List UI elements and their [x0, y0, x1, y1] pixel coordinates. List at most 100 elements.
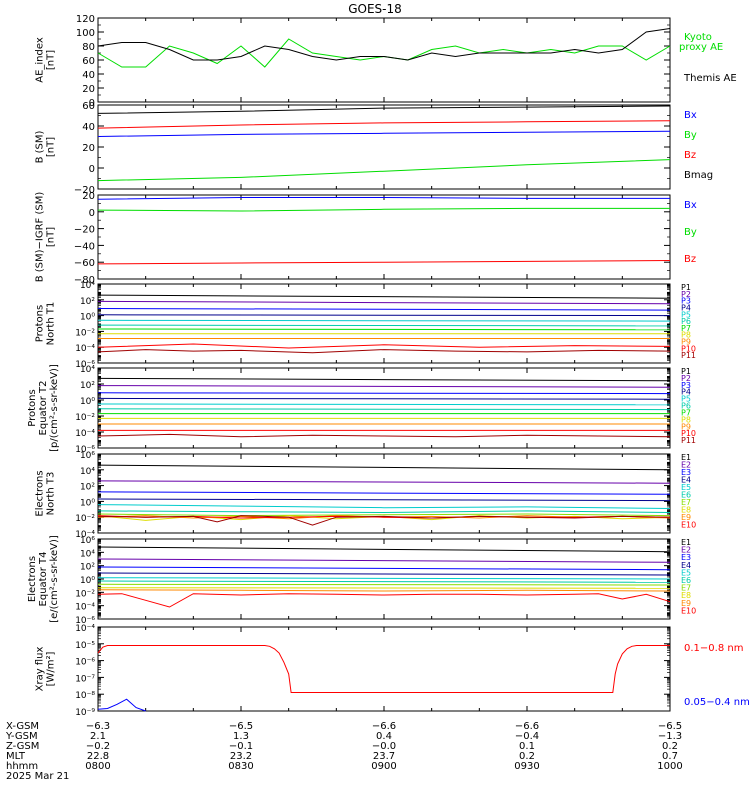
bsm-series-bmag: [97, 105, 671, 114]
xray-legend-item: 0.1−0.8 nm: [684, 643, 743, 654]
elecn-legend-item: E1: [681, 453, 691, 462]
elecn-ytick-label: 10⁻⁴: [75, 530, 95, 540]
prote-ylabel: [p/(cm²-s-sr-keV)]: [49, 364, 60, 452]
prote-ytick-label: 10⁻²: [75, 413, 95, 423]
bigrf-ytick-label: −60: [74, 258, 95, 269]
bigrf-ylabel: B (SM)−IGRF (SM): [35, 192, 46, 283]
prote-legend-item: P4: [681, 388, 691, 397]
x-axis-value: −6.6: [372, 721, 396, 732]
elecn-ytick-label: 10⁴: [80, 467, 95, 477]
xray-frame: [97, 626, 671, 712]
xray-ytick-label: 10⁻⁶: [75, 658, 95, 668]
elece-ytick-label: 10⁻⁴: [75, 603, 95, 613]
bigrf-ytick-label: −80: [74, 275, 95, 286]
protn-ytick-label: 10⁻²: [75, 328, 95, 338]
protn-ytick-label: 10⁻⁶: [75, 360, 95, 370]
protn-ytick-label: 10⁴: [80, 281, 95, 291]
protn-series-p1: [97, 294, 671, 299]
elece-legend-item: E6: [681, 576, 691, 585]
bsm-ytick-label: −20: [74, 185, 95, 196]
legend-kyoto: Kyoto: [684, 32, 712, 43]
xray-series-0-05-0-4-nm: [97, 698, 146, 712]
bsm-legend-item: By: [684, 130, 697, 141]
x-axis-value: 0800: [85, 761, 110, 772]
bsm-series-by: [97, 159, 671, 182]
prote-legend-item: P2: [681, 374, 691, 383]
bigrf-ytick-label: 20: [82, 191, 95, 202]
protn-legend-item: P9: [681, 338, 691, 347]
prote-ytick-label: 10⁻⁴: [75, 429, 95, 439]
prote-legend-item: P10: [681, 429, 696, 438]
bigrf-ytick-label: −40: [74, 241, 95, 252]
prote-legend-item: P6: [681, 402, 691, 411]
protn-series-p7: [97, 328, 671, 331]
elece-series-e1: [97, 546, 671, 553]
bsm-ytick-label: 0: [89, 164, 95, 175]
bsm-series-bz: [97, 120, 671, 129]
x-axis-value: −6.5: [658, 721, 682, 732]
ae-ylabel: [nT]: [46, 50, 57, 70]
protn-legend-item: P8: [681, 331, 691, 340]
prote-legend-item: P11: [681, 436, 696, 445]
prote-legend-item: P9: [681, 422, 691, 431]
elece-legend-item: E9: [681, 599, 691, 608]
x-axis-value: −0.4: [515, 731, 539, 742]
prote-ytick-label: 10⁰: [80, 397, 95, 407]
elecn-legend-item: E10: [681, 521, 696, 530]
prote-ytick-label: 10²: [80, 381, 95, 391]
elecn-series-e6: [97, 510, 671, 514]
prote-series-p1: [97, 377, 671, 382]
x-axis-value: 1.3: [233, 731, 249, 742]
bigrf-ytick-label: 0: [89, 208, 95, 219]
protn-series-p2: [97, 300, 671, 305]
ae-ylabel: AE_index: [35, 37, 46, 83]
elecn-series-e7: [97, 513, 671, 517]
bigrf-ytick-label: −20: [74, 225, 95, 236]
elecn-ytick-label: 10⁶: [80, 451, 95, 461]
elece-legend-item: E8: [681, 591, 691, 600]
elece-legend-item: E7: [681, 584, 691, 593]
x-axis-value: 1000: [657, 761, 682, 772]
bigrf-legend-item: By: [684, 227, 697, 238]
protn-legend-item: P5: [681, 310, 691, 319]
bsm-legend-item: Bmag: [684, 170, 713, 181]
x-axis-row-label: X-GSM: [6, 721, 39, 732]
protn-legend-item: P6: [681, 317, 691, 326]
protn-ylabel: North T1: [46, 302, 57, 346]
bsm-ylabel: B (SM): [35, 130, 46, 163]
prote-legend-item: P3: [681, 381, 691, 390]
elece-ylabel: [e/(cm²-s-sr-keV)]: [49, 535, 60, 623]
x-axis-row-label: 2025 Mar 21: [6, 771, 69, 782]
elece-legend-item: E1: [681, 538, 691, 547]
protn-legend-item: P3: [681, 297, 691, 306]
ae-series-themis-ae: [97, 28, 671, 61]
prote-legend-item: P8: [681, 415, 691, 424]
elece-series-e8: [97, 587, 671, 589]
x-axis-value: −0.2: [86, 741, 110, 752]
prote-series-p4: [97, 397, 671, 400]
x-axis-value: 0.1: [519, 741, 535, 752]
xray-ytick-label: 10⁻⁸: [75, 691, 95, 701]
bigrf-ylabel: [nT]: [46, 227, 57, 247]
bsm-ylabel: [nT]: [46, 137, 57, 157]
ae-ytick-label: 0: [89, 98, 95, 109]
protn-series-p5: [97, 319, 671, 322]
prote-legend-item: P5: [681, 395, 691, 404]
bigrf-series-bx: [97, 197, 670, 200]
prote-ylabel: Protons: [27, 389, 38, 426]
elecn-legend-item: E4: [681, 476, 691, 485]
ae-frame: [97, 17, 671, 103]
elece-ytick-label: 10²: [80, 563, 95, 573]
x-axis-value: 0.4: [376, 731, 392, 742]
bsm-ytick-label: 20: [82, 143, 95, 154]
ae-ytick-label: 100: [76, 28, 95, 39]
bsm-ytick-label: 40: [82, 122, 95, 133]
ae-ytick-label: 120: [76, 14, 95, 25]
legend-kyoto: proxy AE: [679, 42, 723, 53]
elece-legend-item: E5: [681, 568, 691, 577]
prote-legend-item: P1: [681, 367, 691, 376]
xray-series-0-1-0-8-nm: [97, 645, 670, 693]
elece-series-e4: [97, 572, 671, 576]
